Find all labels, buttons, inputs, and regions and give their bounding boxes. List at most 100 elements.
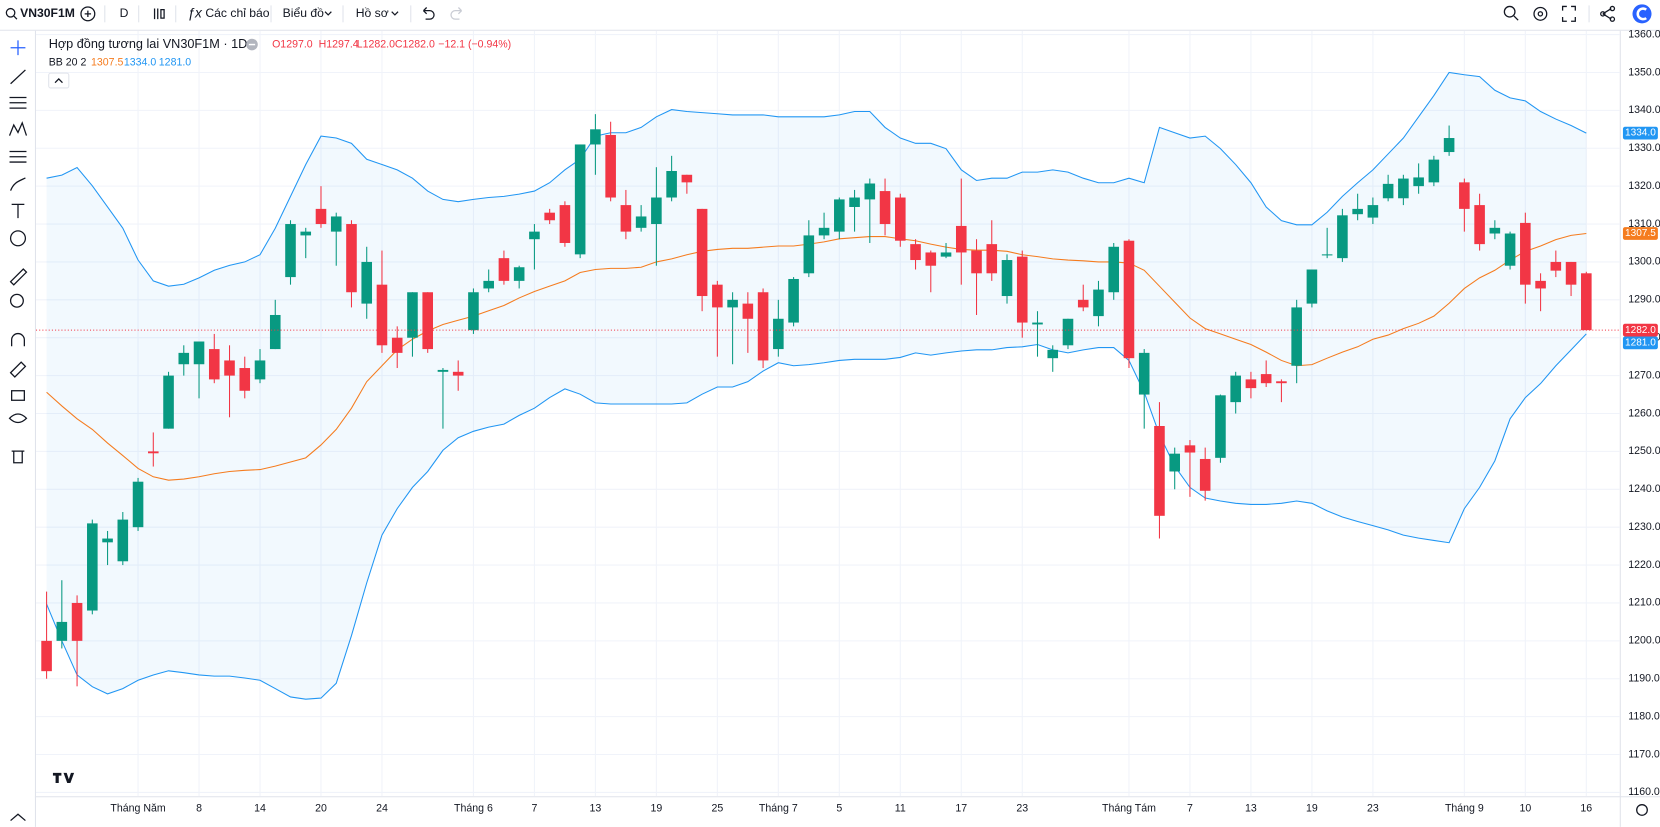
ohlc-value: H1297.4 — [319, 38, 359, 50]
x-tick-label: 7 — [531, 803, 537, 815]
candle-body — [955, 225, 967, 253]
price-badge — [1622, 323, 1658, 337]
indicator-label: BB 20 2 — [49, 56, 87, 68]
crosshair-tool[interactable] — [10, 40, 26, 56]
delete-tool[interactable] — [11, 450, 25, 464]
candle-body — [1230, 375, 1241, 403]
candle-body — [742, 303, 754, 319]
candle-body — [178, 352, 190, 365]
y-tick-label: 1180.0 — [1628, 710, 1660, 722]
candle-body — [1093, 289, 1104, 317]
text-tool[interactable] — [11, 203, 25, 219]
candle-body — [895, 197, 906, 241]
candle-body — [1123, 240, 1135, 359]
chart-title: Hợp đồng tương lai VN30F1M · 1D — [49, 37, 248, 51]
candle-body — [1184, 445, 1196, 453]
candle-body — [361, 261, 373, 304]
x-tick-label: 23 — [1016, 803, 1028, 815]
candle-body — [1337, 215, 1348, 259]
visibility-tool[interactable] — [8, 413, 28, 424]
candle-body — [864, 183, 876, 200]
candle-body — [1459, 182, 1470, 209]
candle-body — [1489, 227, 1501, 234]
quick-search-button[interactable] — [1503, 5, 1516, 18]
candle-body — [163, 375, 174, 429]
symbol[interactable]: VN30F1M — [20, 6, 75, 20]
fullscreen-button[interactable] — [1561, 5, 1576, 22]
top-toolbar: VN30F1M D ƒx Các chỉ báo Biểu đồ Hồ sơ — [0, 4, 1660, 31]
candle-body — [1047, 349, 1059, 359]
chart-type-button[interactable] — [153, 8, 165, 20]
candle-body — [1474, 205, 1485, 245]
y-tick-label: 1160.0 — [1628, 786, 1660, 798]
axis-settings-button[interactable] — [1636, 804, 1648, 816]
x-tick-label: Tháng Tám — [1102, 803, 1156, 815]
brush-tool[interactable] — [9, 177, 26, 191]
fx-icon: ƒx — [187, 5, 203, 20]
search-icon[interactable] — [5, 7, 16, 18]
magnet-tool[interactable] — [11, 332, 25, 347]
ruler-tool[interactable] — [9, 268, 28, 286]
candle-body — [87, 523, 98, 611]
zoom-tool[interactable] — [9, 293, 24, 308]
candle-body — [1367, 205, 1379, 218]
fib-tool[interactable] — [9, 96, 27, 109]
x-tick-label: 20 — [315, 803, 327, 815]
plus-glyph — [84, 10, 92, 18]
candle-body — [1428, 159, 1440, 183]
candle-body — [940, 252, 952, 257]
trendline-tool[interactable] — [10, 69, 26, 85]
candle-body — [1276, 381, 1287, 384]
ohlc-value: O1297.0 — [272, 38, 313, 50]
candle-body — [1001, 260, 1013, 297]
candle-body — [208, 349, 220, 380]
x-tick-label: 14 — [254, 803, 266, 815]
y-tick-label: 1300.0 — [1628, 256, 1660, 268]
bb-band-line — [46, 333, 1587, 700]
pattern-tool[interactable] — [8, 121, 28, 136]
x-tick-label: 25 — [711, 803, 723, 815]
candle-body — [437, 369, 449, 372]
x-tick-label: 16 — [1580, 803, 1592, 815]
y-tick-label: 1290.0 — [1628, 294, 1660, 306]
compare-button[interactable] — [80, 6, 96, 22]
projection-tool[interactable] — [9, 150, 27, 163]
settings-button[interactable] — [1533, 6, 1548, 21]
ohlc-value: L1282.0 — [357, 38, 395, 50]
lock-tool[interactable] — [11, 390, 25, 401]
redo-button[interactable] — [450, 7, 463, 20]
x-tick-label: 24 — [376, 803, 388, 815]
candle-body — [300, 231, 312, 236]
lock-drawing-tool[interactable] — [9, 361, 27, 378]
legend-toggle[interactable] — [48, 72, 70, 89]
indicator-value: 1334.0 — [124, 56, 156, 68]
candle-body — [269, 314, 281, 350]
emoji-tool[interactable] — [9, 230, 27, 247]
layout-button[interactable]: Biểu đồ — [283, 6, 324, 20]
dropdown-arrow — [391, 11, 399, 16]
app-logo[interactable] — [1632, 4, 1652, 24]
y-tick-label: 1250.0 — [1628, 445, 1660, 457]
y-tick-label: 1190.0 — [1628, 673, 1660, 685]
candle-body — [1169, 453, 1180, 472]
profile-button[interactable]: Hồ sơ — [356, 6, 389, 20]
layers-button[interactable] — [10, 813, 26, 822]
price-badge-label: 1281.0 — [1625, 337, 1656, 348]
x-tick-label: 19 — [1306, 803, 1318, 815]
indicators-button[interactable]: Các chỉ báo — [205, 6, 269, 20]
candle-body — [1077, 299, 1089, 308]
interval[interactable]: D — [120, 6, 129, 20]
undo-button[interactable] — [423, 7, 435, 20]
candle-body — [605, 134, 616, 198]
y-tick-label: 1260.0 — [1628, 407, 1660, 419]
bb-band-line — [46, 71, 1587, 287]
price-badge — [1622, 227, 1658, 240]
logo-glyph — [1636, 7, 1647, 21]
candle-body — [193, 341, 205, 365]
y-tick-label: 1360.0 — [1628, 28, 1660, 40]
candle-body — [148, 451, 159, 454]
candle-body — [483, 280, 494, 289]
candle-body — [285, 224, 296, 278]
